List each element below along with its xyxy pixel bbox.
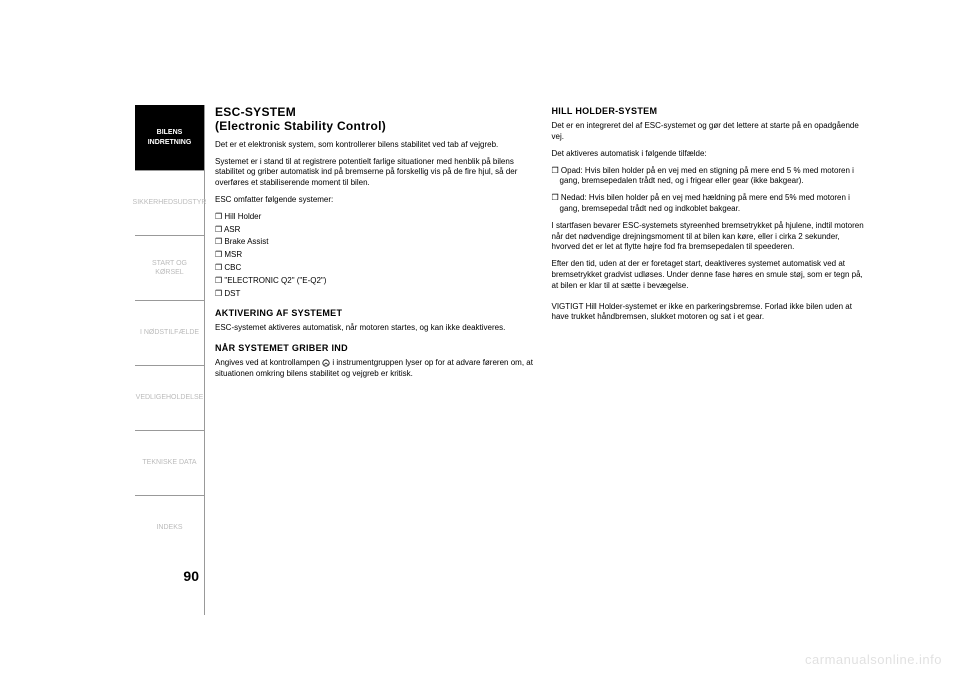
list-item: ❒ Hill Holder bbox=[215, 212, 534, 223]
tab-sikkerhedsudstyr: SIKKERHEDSUDSTYR bbox=[135, 170, 204, 235]
watermark: carmanualsonline.info bbox=[805, 652, 942, 667]
title-line-2: (Electronic Stability Control) bbox=[215, 119, 386, 133]
text-fragment: Angives ved at kontrollampen bbox=[215, 358, 322, 367]
content: ESC-SYSTEM (Electronic Stability Control… bbox=[205, 105, 870, 615]
paragraph: Efter den tid, uden at der er foretaget … bbox=[552, 259, 871, 291]
list-item: ❒ ASR bbox=[215, 225, 534, 236]
tab-indeks: INDEKS bbox=[135, 495, 204, 560]
paragraph: ESC omfatter følgende systemer: bbox=[215, 195, 534, 206]
list-item: ❒ Brake Assist bbox=[215, 237, 534, 248]
title-line-1: ESC-SYSTEM bbox=[215, 105, 296, 119]
tab-bilens-indretning: BILENS INDRETNING bbox=[135, 105, 204, 170]
manual-page: BILENS INDRETNING SIKKERHEDSUDSTYR START… bbox=[135, 105, 870, 615]
bullet-item: ❒ Nedad: Hvis bilen holder på en vej med… bbox=[552, 193, 871, 215]
subsection-title: NÅR SYSTEMET GRIBER IND bbox=[215, 342, 534, 354]
subsection-title: HILL HOLDER-SYSTEM bbox=[552, 105, 871, 117]
list-item: ❒ DST bbox=[215, 289, 534, 300]
paragraph: Det aktiveres automatisk i følgende tilf… bbox=[552, 149, 871, 160]
sidebar: BILENS INDRETNING SIKKERHEDSUDSTYR START… bbox=[135, 105, 205, 615]
bullet-item: ❒ Opad: Hvis bilen holder på en vej med … bbox=[552, 166, 871, 188]
tab-start-og-korsel: START OG KØRSEL bbox=[135, 235, 204, 300]
section-title: ESC-SYSTEM (Electronic Stability Control… bbox=[215, 105, 534, 134]
column-left: ESC-SYSTEM (Electronic Stability Control… bbox=[215, 105, 534, 615]
paragraph: I startfasen bevarer ESC-systemets styre… bbox=[552, 221, 871, 253]
paragraph: Det er en integreret del af ESC-systemet… bbox=[552, 121, 871, 143]
column-right: HILL HOLDER-SYSTEM Det er en integreret … bbox=[552, 105, 871, 615]
paragraph: Systemet er i stand til at registrere po… bbox=[215, 157, 534, 189]
list-item: ❒ MSR bbox=[215, 250, 534, 261]
paragraph: Angives ved at kontrollampen i instrumen… bbox=[215, 358, 534, 380]
paragraph-important: VIGTIGT Hill Holder-systemet er ikke en … bbox=[552, 302, 871, 324]
list-item: ❒ CBC bbox=[215, 263, 534, 274]
tab-i-nodstilfaelde: I NØDSTILFÆLDE bbox=[135, 300, 204, 365]
tab-tekniske-data: TEKNISKE DATA bbox=[135, 430, 204, 495]
subsection-title: AKTIVERING AF SYSTEMET bbox=[215, 307, 534, 319]
warning-lamp-icon bbox=[322, 359, 330, 367]
page-number: 90 bbox=[135, 560, 204, 584]
paragraph: Det er et elektronisk system, som kontro… bbox=[215, 140, 534, 151]
paragraph: ESC-systemet aktiveres automatisk, når m… bbox=[215, 323, 534, 334]
tab-vedligeholdelse: VEDLIGEHOLDELSE bbox=[135, 365, 204, 430]
list-item: ❒ "ELECTRONIC Q2" ("E-Q2") bbox=[215, 276, 534, 287]
